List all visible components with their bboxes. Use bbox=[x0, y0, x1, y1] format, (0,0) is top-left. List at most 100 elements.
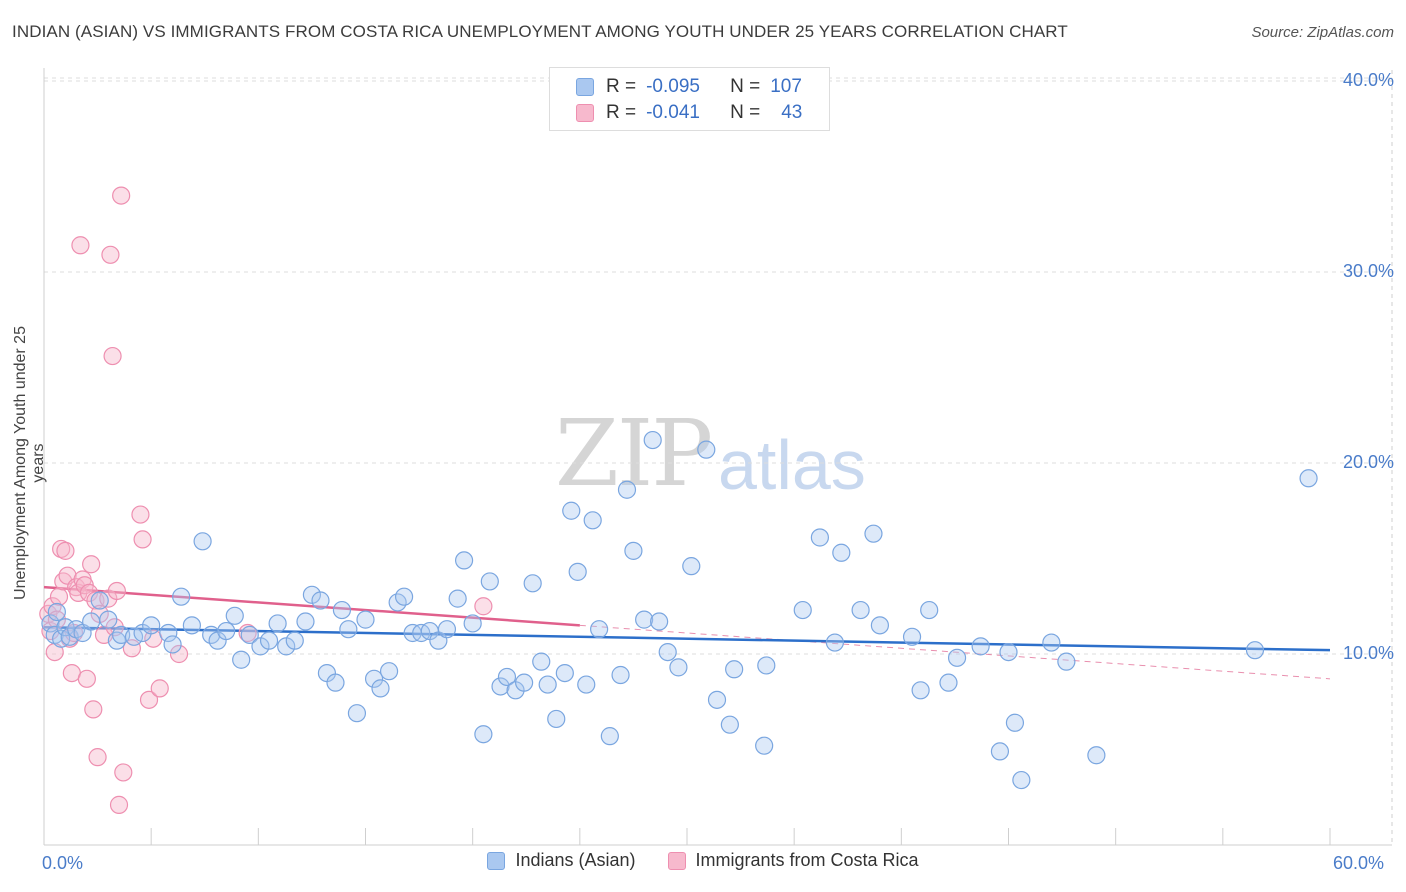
data-point-indians bbox=[364, 669, 384, 688]
data-point-indians bbox=[990, 742, 1010, 761]
data-point-costa-rica bbox=[133, 530, 152, 549]
data-point-indians bbox=[1042, 633, 1061, 652]
data-point-costa-rica bbox=[169, 644, 189, 664]
legend-r-label: R = bbox=[606, 76, 637, 97]
series-legend-indians: Indians (Asian) bbox=[487, 850, 636, 871]
data-point-indians bbox=[217, 621, 236, 641]
data-point-indians bbox=[124, 627, 144, 646]
data-point-indians bbox=[268, 614, 287, 633]
data-point-indians bbox=[971, 637, 990, 656]
data-point-indians bbox=[480, 572, 499, 591]
data-point-indians bbox=[600, 727, 619, 746]
data-point-costa-rica bbox=[77, 669, 96, 688]
legend-n-label: N = bbox=[730, 102, 761, 123]
series-legend-costa-rica: Immigrants from Costa Rica bbox=[667, 850, 919, 871]
data-point-indians bbox=[371, 679, 390, 698]
trend-line-indians bbox=[43, 626, 1331, 652]
legend-n-label: N = bbox=[730, 76, 761, 97]
data-point-costa-rica bbox=[112, 186, 131, 205]
source-label: Source: ZipAtlas.com bbox=[1251, 24, 1394, 41]
data-point-indians bbox=[920, 600, 939, 620]
series-label-indians: Indians (Asian) bbox=[515, 850, 636, 870]
data-point-indians bbox=[99, 610, 118, 629]
data-point-indians bbox=[463, 614, 482, 633]
data-point-indians bbox=[532, 652, 551, 671]
data-point-indians bbox=[538, 675, 557, 694]
data-point-indians bbox=[474, 725, 493, 744]
grid-lines bbox=[44, 77, 1392, 655]
data-point-indians bbox=[555, 663, 574, 683]
data-point-indians bbox=[725, 660, 744, 679]
data-point-costa-rica bbox=[103, 346, 122, 366]
data-point-indians bbox=[947, 648, 967, 667]
data-point-indians bbox=[240, 625, 259, 645]
data-point-indians bbox=[339, 620, 358, 639]
data-point-indians bbox=[491, 677, 510, 696]
data-point-indians bbox=[497, 667, 517, 687]
x-tick-label-max: 60.0% bbox=[1333, 853, 1385, 873]
data-point-indians bbox=[326, 673, 345, 692]
correlation-legend: R = -0.095 N = 107 R = -0.041 N = 43 bbox=[549, 67, 830, 131]
data-point-costa-rica bbox=[122, 639, 141, 658]
data-point-indians bbox=[577, 675, 596, 694]
data-point-indians bbox=[568, 562, 587, 581]
y-tick-label: 30.0% bbox=[1342, 261, 1394, 281]
data-point-indians bbox=[448, 589, 467, 608]
data-point-indians bbox=[47, 602, 66, 622]
data-point-indians bbox=[547, 709, 566, 729]
data-point-indians bbox=[1012, 770, 1031, 790]
data-point-indians bbox=[911, 681, 930, 700]
data-point-indians bbox=[454, 551, 474, 570]
data-point-indians bbox=[347, 704, 367, 723]
data-point-indians bbox=[611, 665, 630, 685]
data-point-indians bbox=[172, 587, 191, 606]
series-label-costa-rica: Immigrants from Costa Rica bbox=[695, 850, 919, 870]
legend-row-costa-rica: R = -0.041 N = 43 bbox=[576, 101, 802, 125]
y-tick-label: 40.0% bbox=[1342, 70, 1394, 90]
data-point-indians bbox=[379, 662, 399, 681]
data-point-indians bbox=[41, 614, 60, 633]
data-point-costa-rica bbox=[131, 505, 150, 524]
data-point-indians bbox=[515, 673, 534, 692]
trend-lines-costa-rica bbox=[43, 585, 1331, 680]
data-point-costa-rica bbox=[101, 245, 120, 264]
data-point-costa-rica bbox=[150, 679, 169, 698]
trend-lines-indians bbox=[43, 626, 1331, 652]
data-point-indians bbox=[999, 642, 1018, 662]
data-point-indians bbox=[658, 642, 677, 662]
data-point-costa-rica bbox=[84, 700, 103, 719]
data-point-indians bbox=[755, 736, 774, 755]
data-point-indians bbox=[590, 620, 609, 639]
data-point-indians bbox=[902, 627, 922, 646]
data-point-costa-rica bbox=[88, 748, 107, 767]
data-point-indians bbox=[562, 501, 581, 520]
data-point-indians bbox=[285, 631, 304, 650]
data-point-indians bbox=[159, 623, 178, 643]
data-point-indians bbox=[939, 673, 958, 692]
data-point-indians bbox=[394, 587, 414, 606]
points-costa-rica bbox=[39, 186, 493, 814]
y-tick-label: 10.0% bbox=[1342, 643, 1394, 663]
data-point-indians bbox=[1005, 713, 1025, 732]
legend-swatch-blue bbox=[576, 78, 594, 96]
legend-r-value: -0.095 bbox=[646, 76, 700, 97]
data-point-indians bbox=[1299, 469, 1318, 488]
legend-r-value: -0.041 bbox=[646, 102, 700, 123]
data-point-indians bbox=[232, 650, 251, 669]
data-point-costa-rica bbox=[107, 581, 126, 601]
data-point-indians bbox=[682, 557, 701, 576]
data-point-indians bbox=[583, 511, 602, 530]
data-point-costa-rica bbox=[71, 236, 90, 255]
legend-swatch-pink bbox=[576, 104, 594, 122]
watermark-zip: ZIP bbox=[555, 400, 713, 507]
watermark-atlas: atlas bbox=[718, 426, 866, 504]
data-point-indians bbox=[697, 440, 716, 459]
legend-row-indians: R = -0.095 N = 107 bbox=[576, 75, 802, 99]
data-point-indians bbox=[356, 610, 375, 629]
series-swatch-blue bbox=[487, 851, 506, 870]
data-point-indians bbox=[311, 591, 330, 610]
series-legend: Indians (Asian) Immigrants from Costa Ri… bbox=[0, 850, 1406, 871]
trend-line-costa-rica-extrapolated bbox=[579, 624, 1331, 680]
data-point-costa-rica bbox=[105, 618, 124, 637]
